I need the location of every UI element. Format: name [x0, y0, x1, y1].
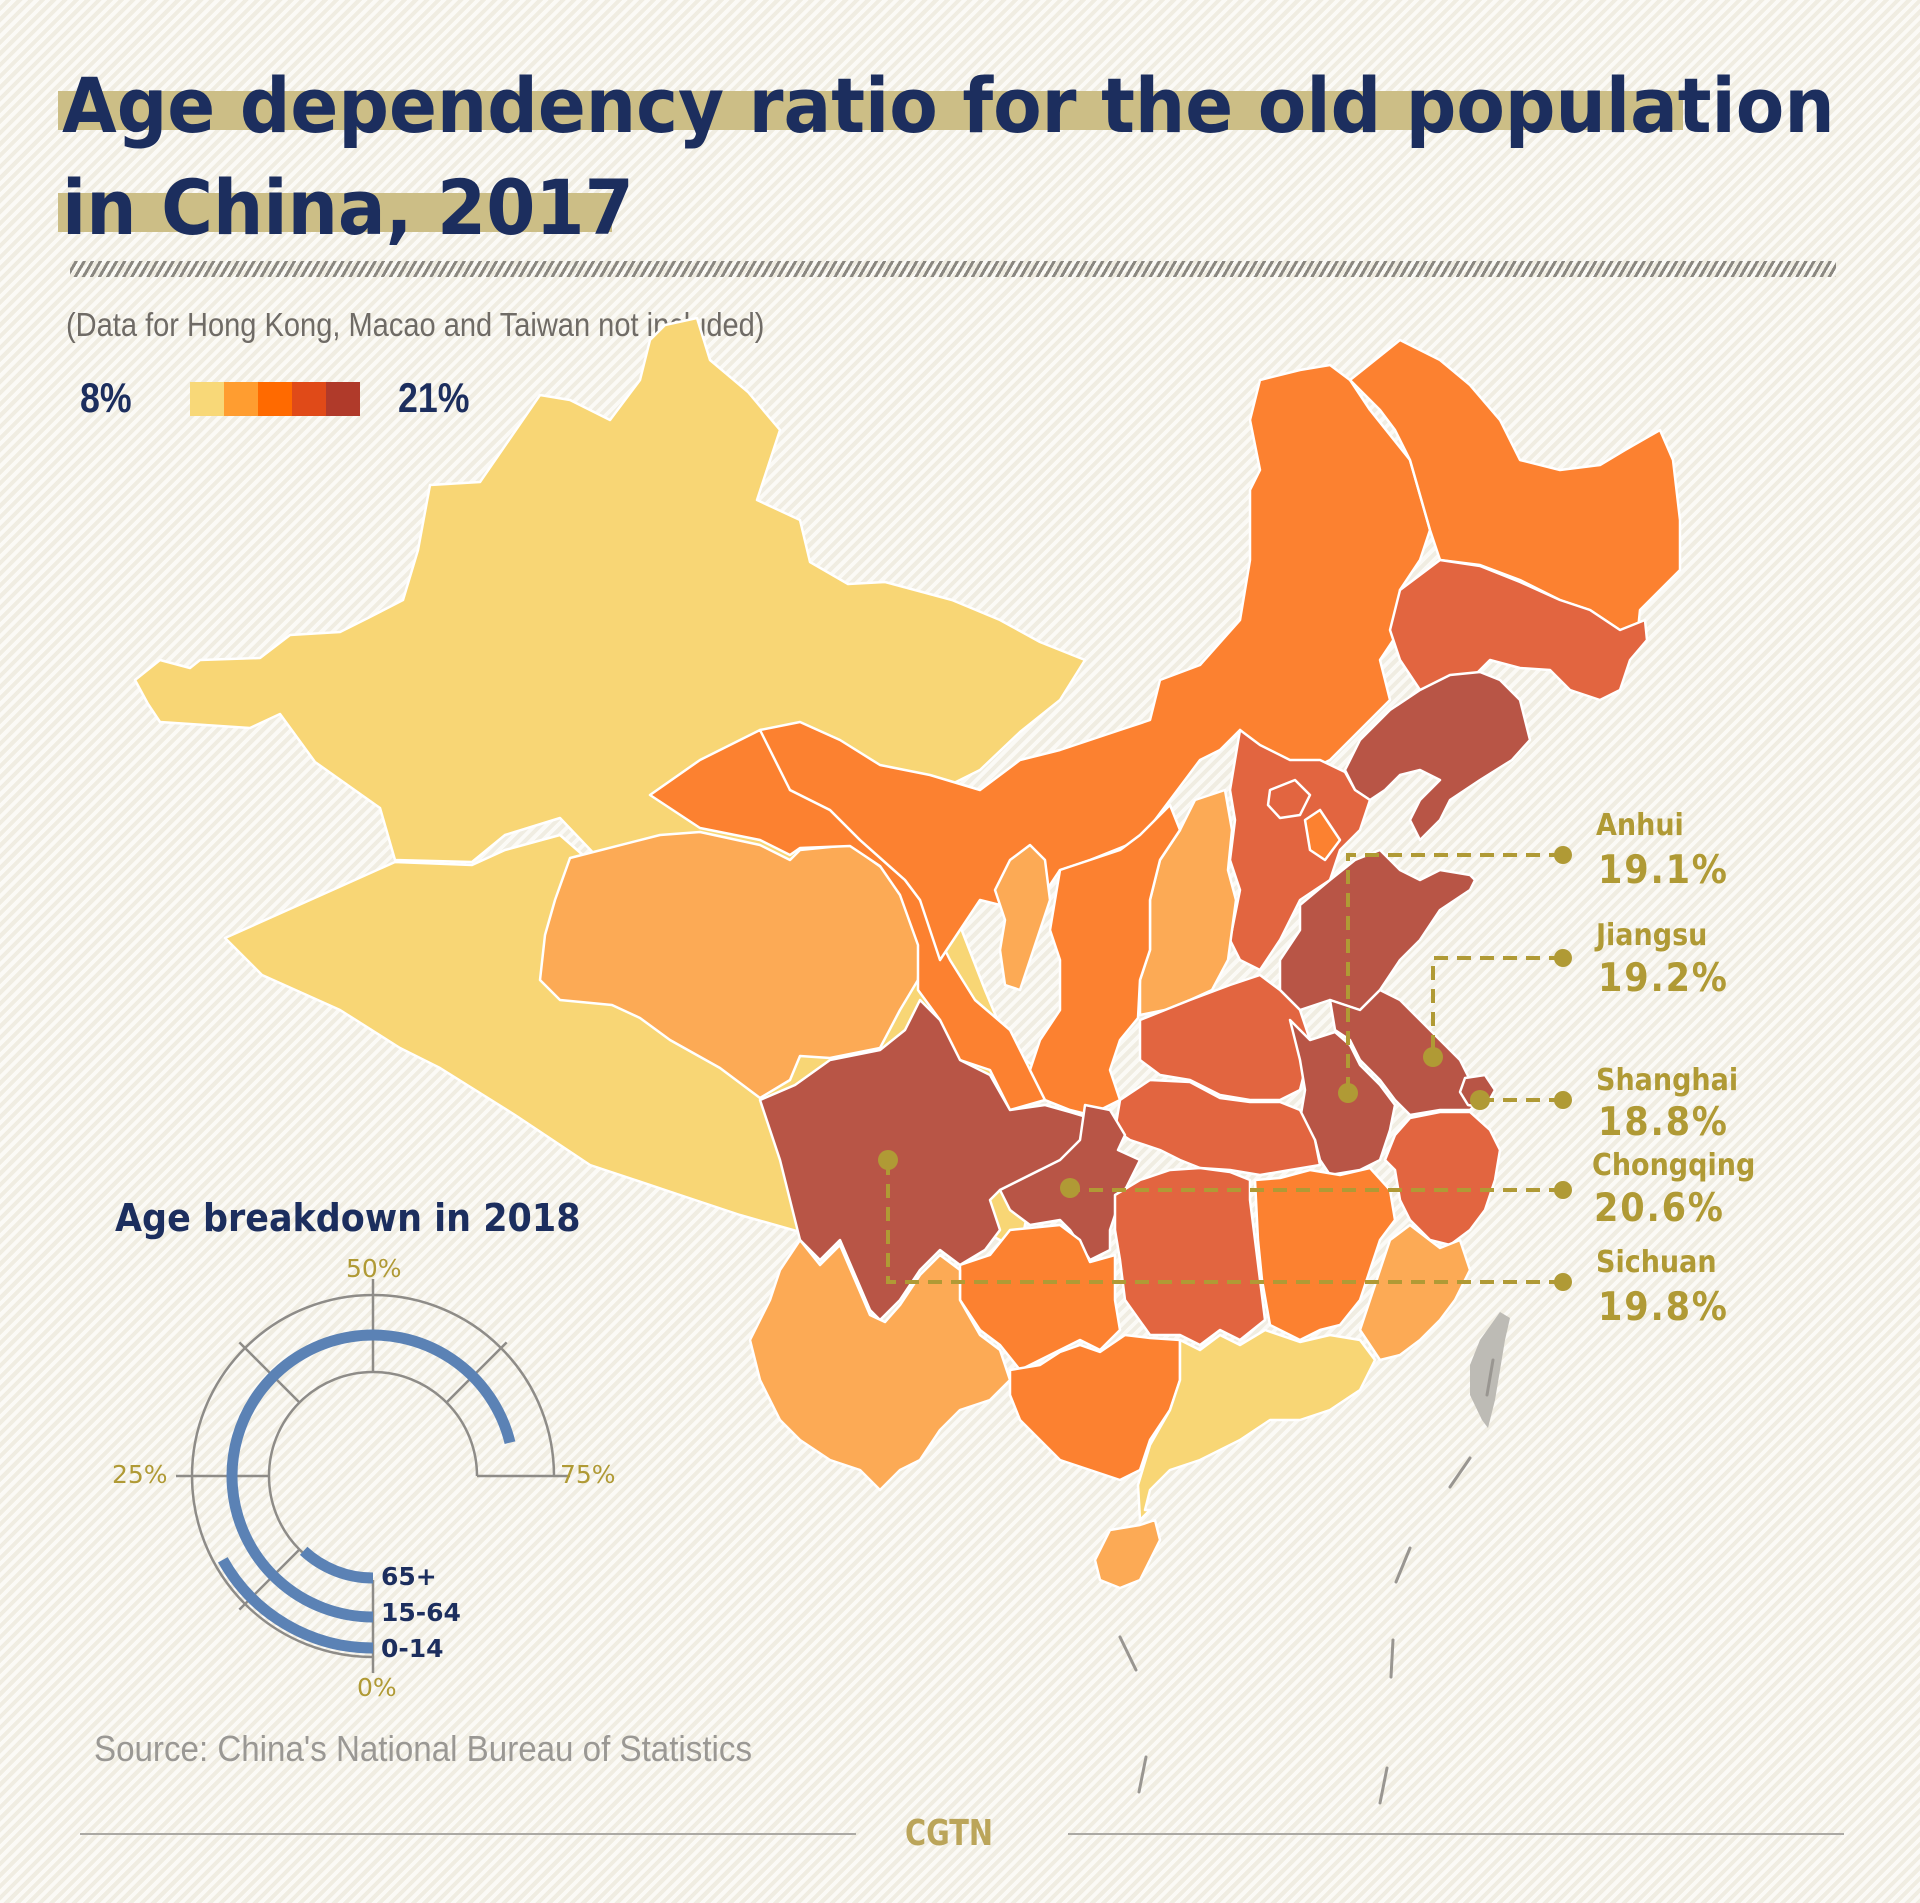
province-hubei — [1113, 1078, 1322, 1177]
province-heilongjiang — [1348, 338, 1682, 642]
source-note: Source: China's National Bureau of Stati… — [94, 1728, 753, 1769]
province-ningxia — [993, 843, 1052, 992]
nine-dash-line — [1118, 1358, 1495, 1805]
province-qinghai — [538, 830, 922, 1100]
province-henan — [1138, 973, 1312, 1102]
shanghai-end-dot — [1554, 1091, 1572, 1109]
callout-leaders — [886, 853, 1563, 1284]
age-bar-15-64 — [226, 1329, 516, 1623]
anhui-leader — [1346, 853, 1563, 1090]
sichuan-dot — [878, 1150, 898, 1170]
legend-swatch-5 — [326, 382, 360, 416]
chongqing-dot — [1060, 1178, 1080, 1198]
province-liaoning — [1343, 670, 1532, 842]
series-label-15-64: 15-64 — [381, 1598, 461, 1627]
legend-swatch-3 — [258, 382, 292, 416]
age-bar-65+ — [299, 1546, 374, 1584]
anhui-end-dot — [1554, 846, 1572, 864]
province-fujian — [1358, 1223, 1472, 1362]
sichuan-end-dot — [1554, 1273, 1572, 1291]
callout-dots — [878, 846, 1572, 1291]
anhui-dot — [1338, 1083, 1358, 1103]
callout-jiangsu-name: Jiangsu — [1596, 918, 1708, 953]
series-label-0-14: 0-14 — [381, 1634, 444, 1663]
province-guangdong — [1136, 1328, 1377, 1522]
hatched-divider — [70, 261, 1836, 277]
dash-2 — [1448, 1456, 1472, 1489]
province-hainan — [1093, 1518, 1162, 1590]
sichuan-leader — [886, 1163, 1563, 1284]
province-yunnan — [748, 1238, 1012, 1492]
dash-3 — [1394, 1546, 1412, 1584]
province-hunan — [1113, 1166, 1267, 1347]
grid-ring-inner — [267, 1370, 479, 1477]
tick-label-25: 25% — [112, 1460, 168, 1489]
tick-label-0: 0% — [357, 1673, 397, 1702]
callout-anhui-name: Anhui — [1596, 808, 1684, 843]
callout-chongqing-name: Chongqing — [1592, 1148, 1756, 1183]
series-label-65plus: 65+ — [381, 1562, 437, 1591]
page-title-line-2: in China, 2017 — [62, 163, 634, 252]
province-shandong — [1278, 848, 1477, 1012]
callout-shanghai-name: Shanghai — [1596, 1063, 1739, 1098]
province-zhejiang — [1383, 1110, 1502, 1247]
age-bar-0-14 — [217, 1557, 374, 1654]
callout-sichuan-name: Sichuan — [1596, 1245, 1717, 1280]
province-shaanxi — [1028, 803, 1182, 1117]
legend-min-label: 8% — [80, 374, 132, 421]
callout-anhui-value: 19.1% — [1598, 848, 1729, 893]
cgtn-logo: CGTN — [905, 1813, 994, 1854]
province-tianjin — [1303, 808, 1342, 862]
shanghai-dot — [1470, 1090, 1490, 1110]
legend-swatch-2 — [224, 382, 258, 416]
dash-4 — [1389, 1638, 1395, 1679]
province-jiangxi — [1253, 1166, 1397, 1342]
tick-label-50: 50% — [346, 1254, 402, 1283]
legend-swatch-4 — [292, 382, 326, 416]
dash-6 — [1118, 1635, 1138, 1672]
chongqing-end-dot — [1554, 1181, 1572, 1199]
dash-1 — [1485, 1358, 1495, 1397]
age-chart-title: Age breakdown in 2018 — [115, 1196, 581, 1240]
callout-chongqing-value: 20.6% — [1594, 1186, 1725, 1231]
province-hebei — [1228, 728, 1372, 972]
subtitle: (Data for Hong Kong, Macao and Taiwan no… — [66, 306, 765, 343]
dash-5 — [1378, 1766, 1389, 1805]
legend-max-label: 21% — [398, 374, 470, 421]
tick-label-75: 75% — [560, 1460, 616, 1489]
province-xinjiang — [133, 316, 1087, 877]
jiangsu-leader — [1431, 956, 1563, 1052]
dash-7 — [1137, 1755, 1148, 1794]
province-beijing — [1266, 778, 1312, 820]
footer-rule-left — [80, 1833, 856, 1835]
page-title-line-1: Age dependency ratio for the old populat… — [62, 61, 1835, 150]
legend-color-scale — [190, 382, 360, 416]
province-guizhou — [958, 1223, 1122, 1372]
callout-sichuan-value: 19.8% — [1598, 1285, 1729, 1330]
age-chart-bars — [217, 1329, 516, 1654]
footer-rule-right — [1068, 1833, 1844, 1835]
callout-jiangsu-value: 19.2% — [1598, 956, 1729, 1001]
title-highlight-2 — [58, 193, 612, 232]
callout-shanghai-value: 18.8% — [1598, 1100, 1729, 1145]
legend-swatch-1 — [190, 382, 224, 416]
title-highlight-1 — [58, 91, 1683, 130]
jiangsu-dot — [1423, 1047, 1443, 1067]
jiangsu-end-dot — [1554, 949, 1572, 967]
